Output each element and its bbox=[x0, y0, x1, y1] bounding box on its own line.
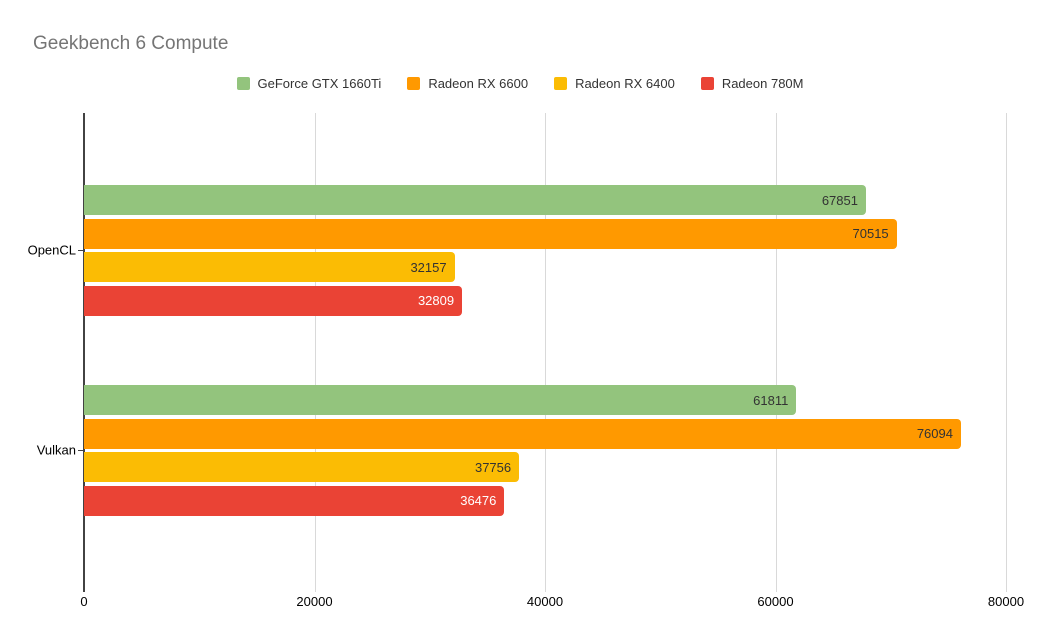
chart-title: Geekbench 6 Compute bbox=[33, 33, 229, 54]
bar-value-label: 32809 bbox=[417, 293, 455, 308]
category-tick-icon bbox=[78, 450, 83, 452]
bar-value-label: 32157 bbox=[410, 259, 447, 275]
x-tick-label: 0 bbox=[80, 594, 88, 609]
gridline bbox=[314, 113, 316, 592]
x-tick-label: 20000 bbox=[296, 594, 333, 609]
legend-swatch-icon bbox=[236, 77, 250, 90]
bar-value-label: 36476 bbox=[460, 493, 497, 508]
legend-label: GeForce GTX 1660Ti bbox=[257, 76, 382, 91]
bar-value-label: 67851 bbox=[821, 192, 858, 208]
bar: 36476 bbox=[84, 485, 505, 516]
bar: 32157 bbox=[84, 252, 455, 282]
category-label: OpenCL bbox=[27, 242, 76, 258]
legend: GeForce GTX 1660Ti Radeon RX 6600 Radeon R… bbox=[0, 76, 1040, 91]
legend-item: GeForce GTX 1660Ti bbox=[236, 76, 382, 91]
legend-swatch-icon bbox=[700, 77, 714, 90]
category-label: Vulkan bbox=[36, 442, 76, 458]
legend-item: Radeon 780M bbox=[700, 76, 804, 91]
bar-value-label: 37756 bbox=[474, 459, 512, 475]
gridline bbox=[775, 113, 777, 592]
legend-label: Radeon RX 6400 bbox=[575, 76, 675, 91]
bar: 32809 bbox=[84, 285, 463, 316]
legend-label: Radeon 780M bbox=[721, 76, 804, 91]
x-tick-label: 80000 bbox=[987, 594, 1025, 609]
legend-swatch-icon bbox=[407, 77, 421, 90]
gridline bbox=[1006, 113, 1007, 592]
bar: 67851 bbox=[84, 185, 866, 215]
bar-value-label: 61811 bbox=[753, 392, 789, 408]
legend-label: Radeon RX 6600 bbox=[428, 76, 529, 91]
category-tick-icon bbox=[78, 250, 83, 252]
gridline bbox=[545, 113, 546, 592]
bar: 37756 bbox=[84, 452, 520, 482]
y-axis-line bbox=[83, 113, 85, 592]
legend-item: Radeon RX 6400 bbox=[554, 76, 675, 91]
bar: 61811 bbox=[84, 385, 797, 415]
bar: 76094 bbox=[84, 418, 961, 449]
x-tick-label: 60000 bbox=[757, 594, 794, 609]
bar-value-label: 70515 bbox=[852, 226, 889, 241]
bar-value-label: 76094 bbox=[916, 426, 953, 441]
legend-item: Radeon RX 6600 bbox=[407, 76, 528, 91]
plot-area: 67851 70515 32157 32809 61811 76094 37756 36476 bbox=[78, 113, 1007, 592]
bar: 70515 bbox=[84, 218, 897, 249]
legend-swatch-icon bbox=[554, 77, 568, 90]
x-tick-label: 40000 bbox=[526, 594, 564, 609]
